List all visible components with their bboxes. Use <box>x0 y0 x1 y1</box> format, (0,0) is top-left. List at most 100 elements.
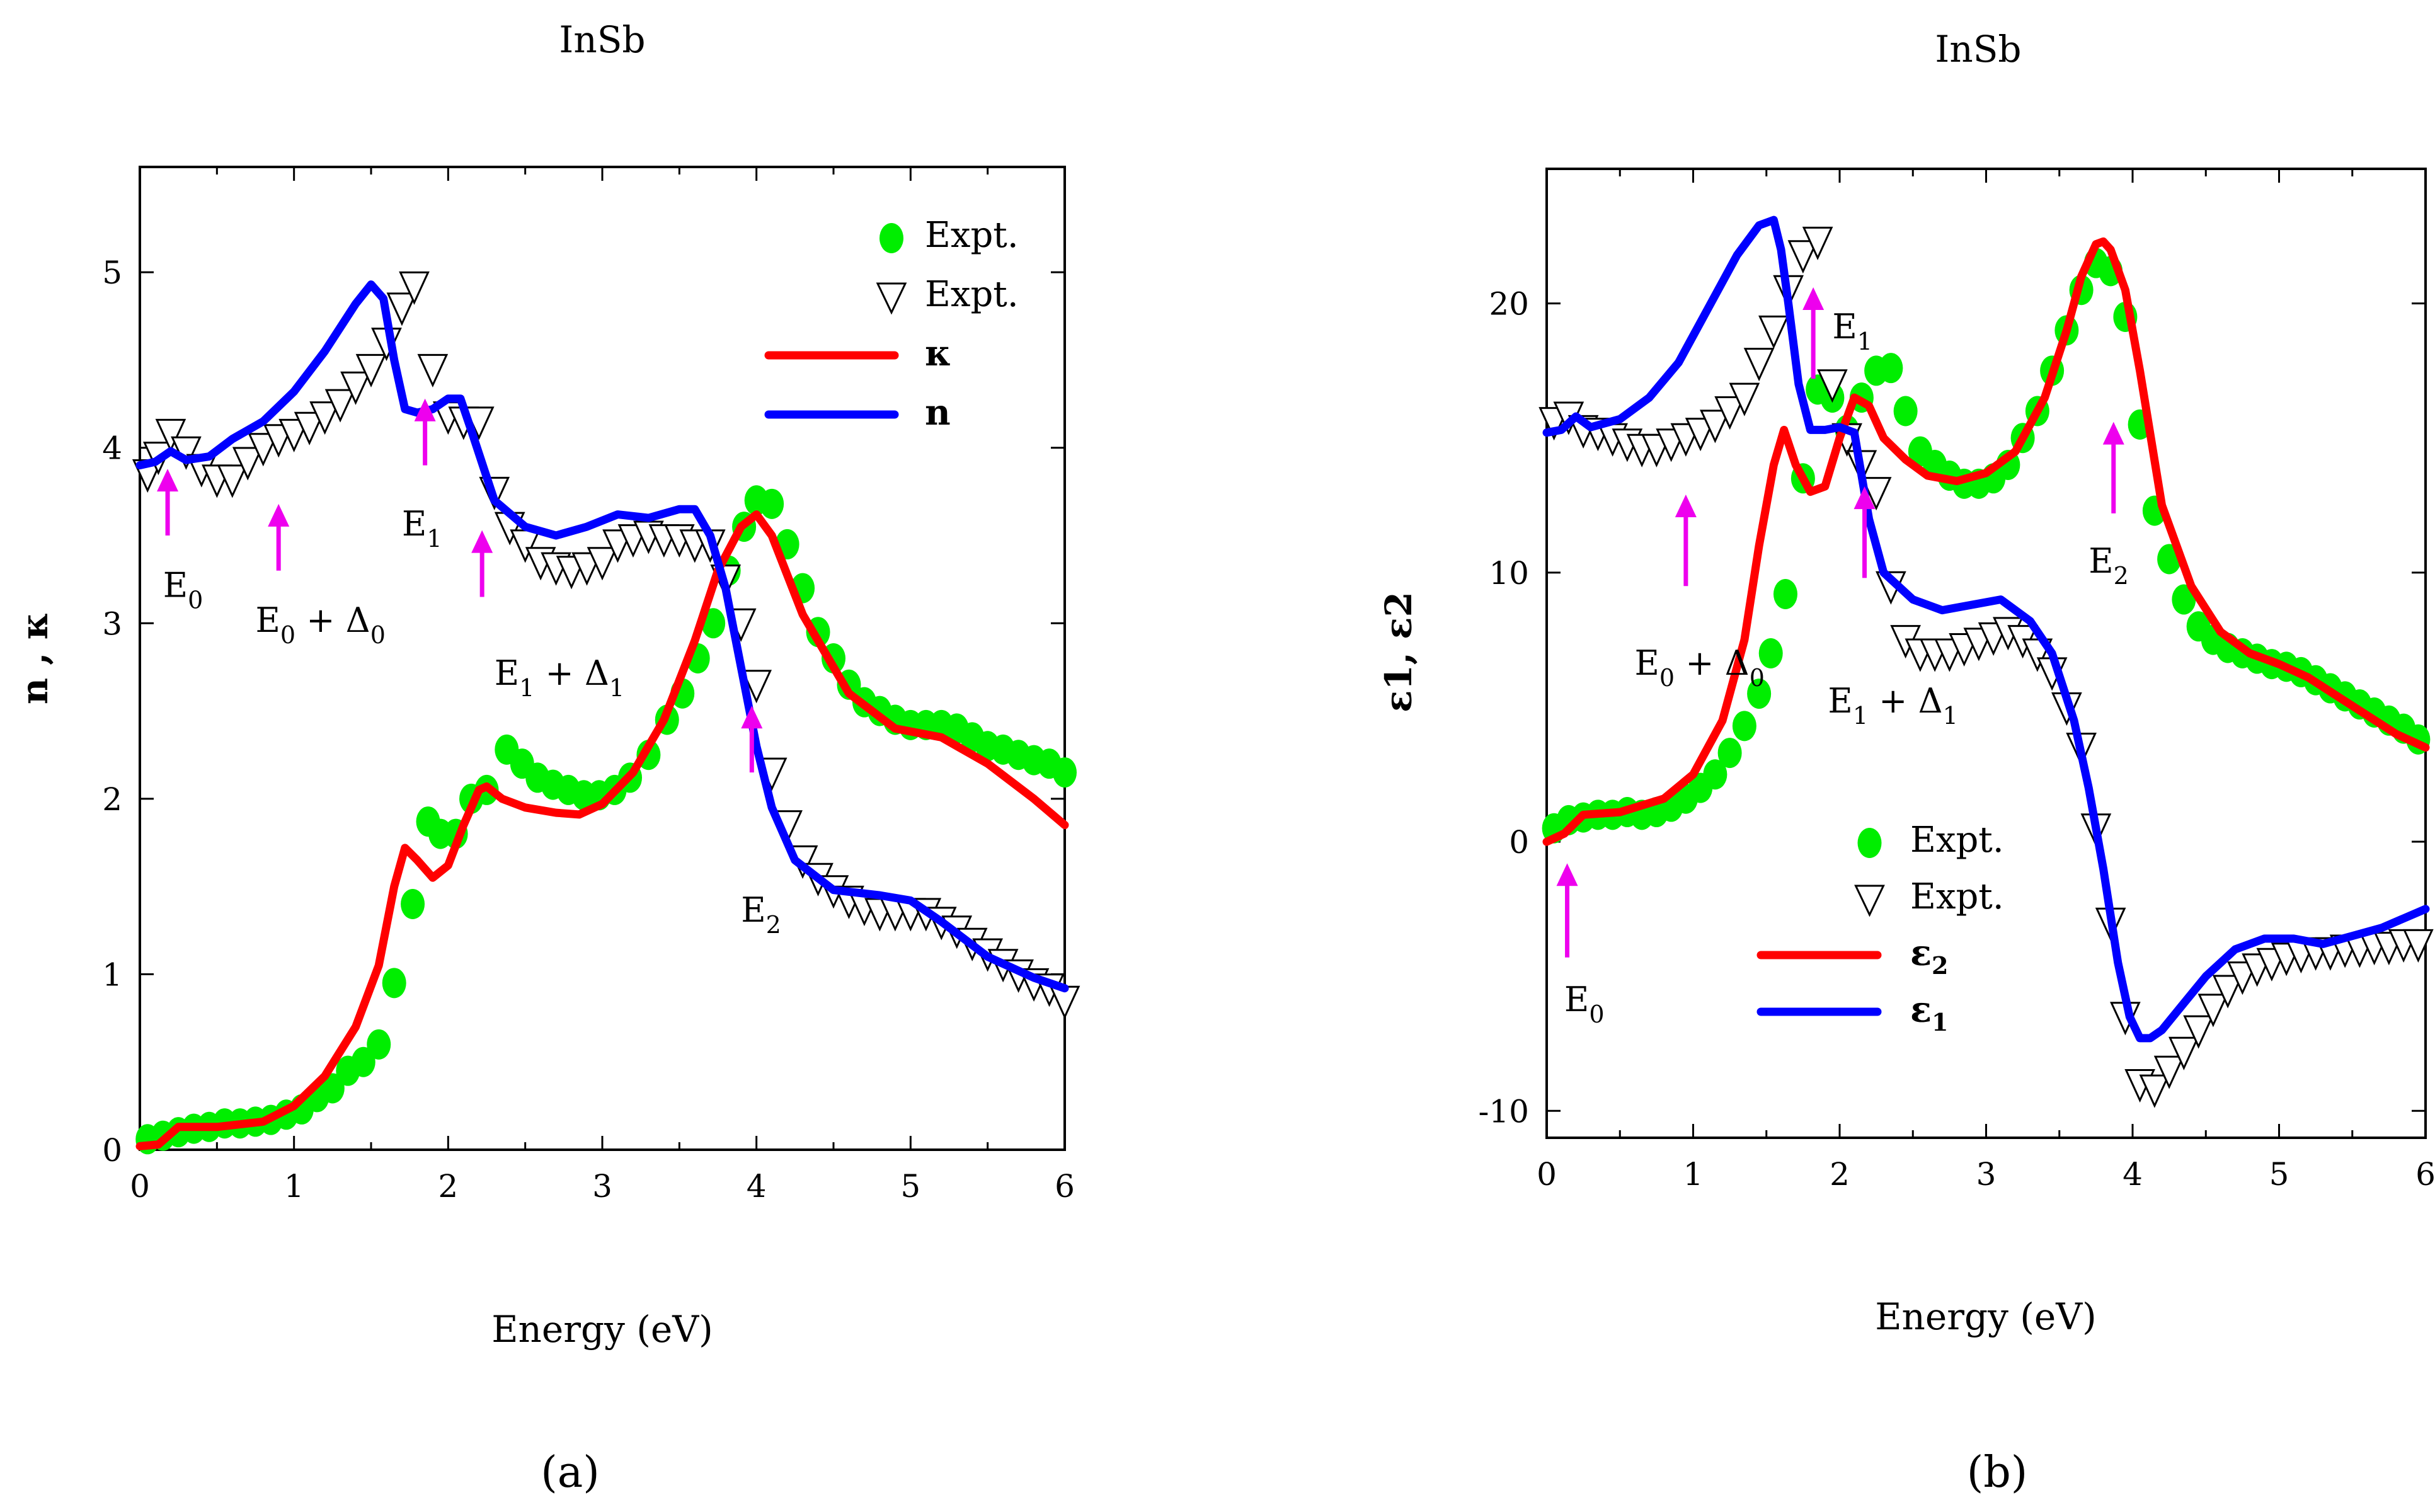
panel-a-arrows <box>157 398 763 773</box>
transition-label: E1 + Δ1 <box>1828 681 1957 730</box>
expt-triangle-point <box>1700 410 1731 444</box>
transition-label-delta: + Δ <box>295 600 370 640</box>
legend-label-main: ε <box>1910 989 1932 1031</box>
expt-triangle-point <box>1758 315 1789 349</box>
panel-b-title: InSb <box>1935 28 2021 71</box>
expt-circle-point <box>1732 711 1756 742</box>
legend-label: ε1 <box>1910 989 1949 1036</box>
pointer-arrow-head <box>1556 863 1578 886</box>
panel-a-series <box>132 271 1080 1155</box>
expt-triangle-point <box>1860 477 1892 511</box>
series-line-ε2 <box>1542 237 2430 846</box>
x-tick-label: 0 <box>130 1168 150 1205</box>
x-tick-label: 1 <box>1683 1156 1704 1193</box>
legend-label: Expt. <box>925 274 1019 315</box>
transition-label-sub: 0 <box>188 587 203 614</box>
expt-triangle-point <box>2403 929 2434 963</box>
pointer-arrow-head <box>471 530 493 553</box>
transition-label-sub: 0 <box>1659 664 1675 692</box>
pointer-arrow <box>1556 863 1578 958</box>
expt-circle-point <box>760 488 784 519</box>
legend-label: Expt. <box>1910 876 2004 917</box>
expt-circle-point <box>382 968 406 999</box>
x-tick-label: 1 <box>284 1168 304 1205</box>
transition-label: E0 + Δ0 <box>256 600 386 649</box>
expt-triangle-point <box>1817 369 1848 403</box>
transition-label-main: E <box>163 566 188 605</box>
panel-a-legend: Expt. Expt. κn <box>764 215 1019 433</box>
pointer-arrow <box>1853 486 1876 578</box>
expt-circle-point <box>1879 353 1903 384</box>
transition-label: E1 + Δ1 <box>495 653 624 702</box>
legend-circle-marker <box>879 223 903 253</box>
panel-a-title: InSb <box>559 18 645 61</box>
transition-label-main: E <box>1564 980 1589 1019</box>
y-tick-label: 3 <box>102 605 122 642</box>
expt-circle-point <box>1717 738 1742 769</box>
legend-circle-marker <box>1857 828 1882 858</box>
transition-label-main: E <box>741 890 765 930</box>
transition-label-main: E <box>1832 307 1857 346</box>
expt-triangle-point <box>2197 994 2229 1028</box>
transition-label: E2 <box>2088 541 2129 590</box>
y-tick-label: 10 <box>1489 555 1529 592</box>
y-tick-label: 0 <box>1509 824 1529 861</box>
expt-triangle-point <box>155 418 186 453</box>
transition-label: E1 <box>1832 307 1872 355</box>
expt-triangle-point <box>248 433 279 467</box>
pointer-arrow-head <box>157 469 179 492</box>
expt-triangle-point <box>309 401 340 435</box>
pointer-arrow-head <box>2102 421 2124 445</box>
legend-label: ε2 <box>1910 932 1949 980</box>
legend-label-sub: 2 <box>1932 951 1948 980</box>
expt-circle-point <box>2172 584 2196 615</box>
expt-circle-point <box>1703 759 1727 790</box>
expt-circle-point <box>320 1073 345 1104</box>
transition-label: E1 <box>402 504 442 553</box>
panel-a-xlabel: Energy (eV) <box>491 1308 713 1351</box>
transition-label-sub: 1 <box>1857 328 1872 355</box>
expt-triangle-point <box>386 292 418 326</box>
x-tick-label: 0 <box>1537 1156 1557 1193</box>
pointer-arrow <box>1675 494 1697 587</box>
expt-circle-point <box>1893 396 1918 427</box>
transition-label-sub: 1 <box>1853 702 1868 730</box>
x-tick-label: 2 <box>438 1168 458 1205</box>
transition-label: E0 <box>1564 980 1605 1028</box>
x-tick-label: 3 <box>592 1168 612 1205</box>
y-tick-label: 2 <box>102 781 122 818</box>
panel-b-ylabel: ε1, ε2 <box>1377 592 1420 713</box>
x-tick-label: 6 <box>1055 1168 1075 1205</box>
legend-label-sub: 1 <box>1932 1008 1948 1036</box>
transition-label-main: E <box>1635 643 1659 683</box>
expt-triangle-point <box>2153 1055 2185 1089</box>
x-tick-label: 2 <box>1830 1156 1850 1193</box>
expt-triangle-point <box>399 271 430 306</box>
transition-label-sub2: 1 <box>609 674 624 702</box>
expt-triangle-point <box>340 371 371 405</box>
panel-a-ticks: 0 1 2 3 4 5 6 0 1 2 3 4 5 <box>102 167 1075 1205</box>
series-line-ε1 <box>1542 215 2430 1043</box>
panel-b-caption: (b) <box>1967 1448 2028 1498</box>
expt-circle-point <box>351 1046 375 1077</box>
pointer-arrow <box>268 503 290 571</box>
pointer-arrow <box>741 706 763 773</box>
legend-triangle-marker <box>876 282 907 315</box>
expt-triangle-point <box>1743 348 1775 382</box>
transition-label-main: E <box>256 600 280 640</box>
transition-label-delta: + Δ <box>1675 643 1750 683</box>
transition-label-sub: 2 <box>2114 562 2129 590</box>
transition-label-sub2: 0 <box>370 621 386 649</box>
expt-triangle-point <box>1787 240 1819 274</box>
expt-triangle-point <box>2183 1015 2214 1049</box>
y-tick-label: 20 <box>1489 286 1529 323</box>
expt-triangle-point <box>355 353 387 387</box>
transition-label-sub: 0 <box>280 621 295 649</box>
x-tick-label: 4 <box>747 1168 767 1205</box>
x-tick-label: 5 <box>2269 1156 2289 1193</box>
